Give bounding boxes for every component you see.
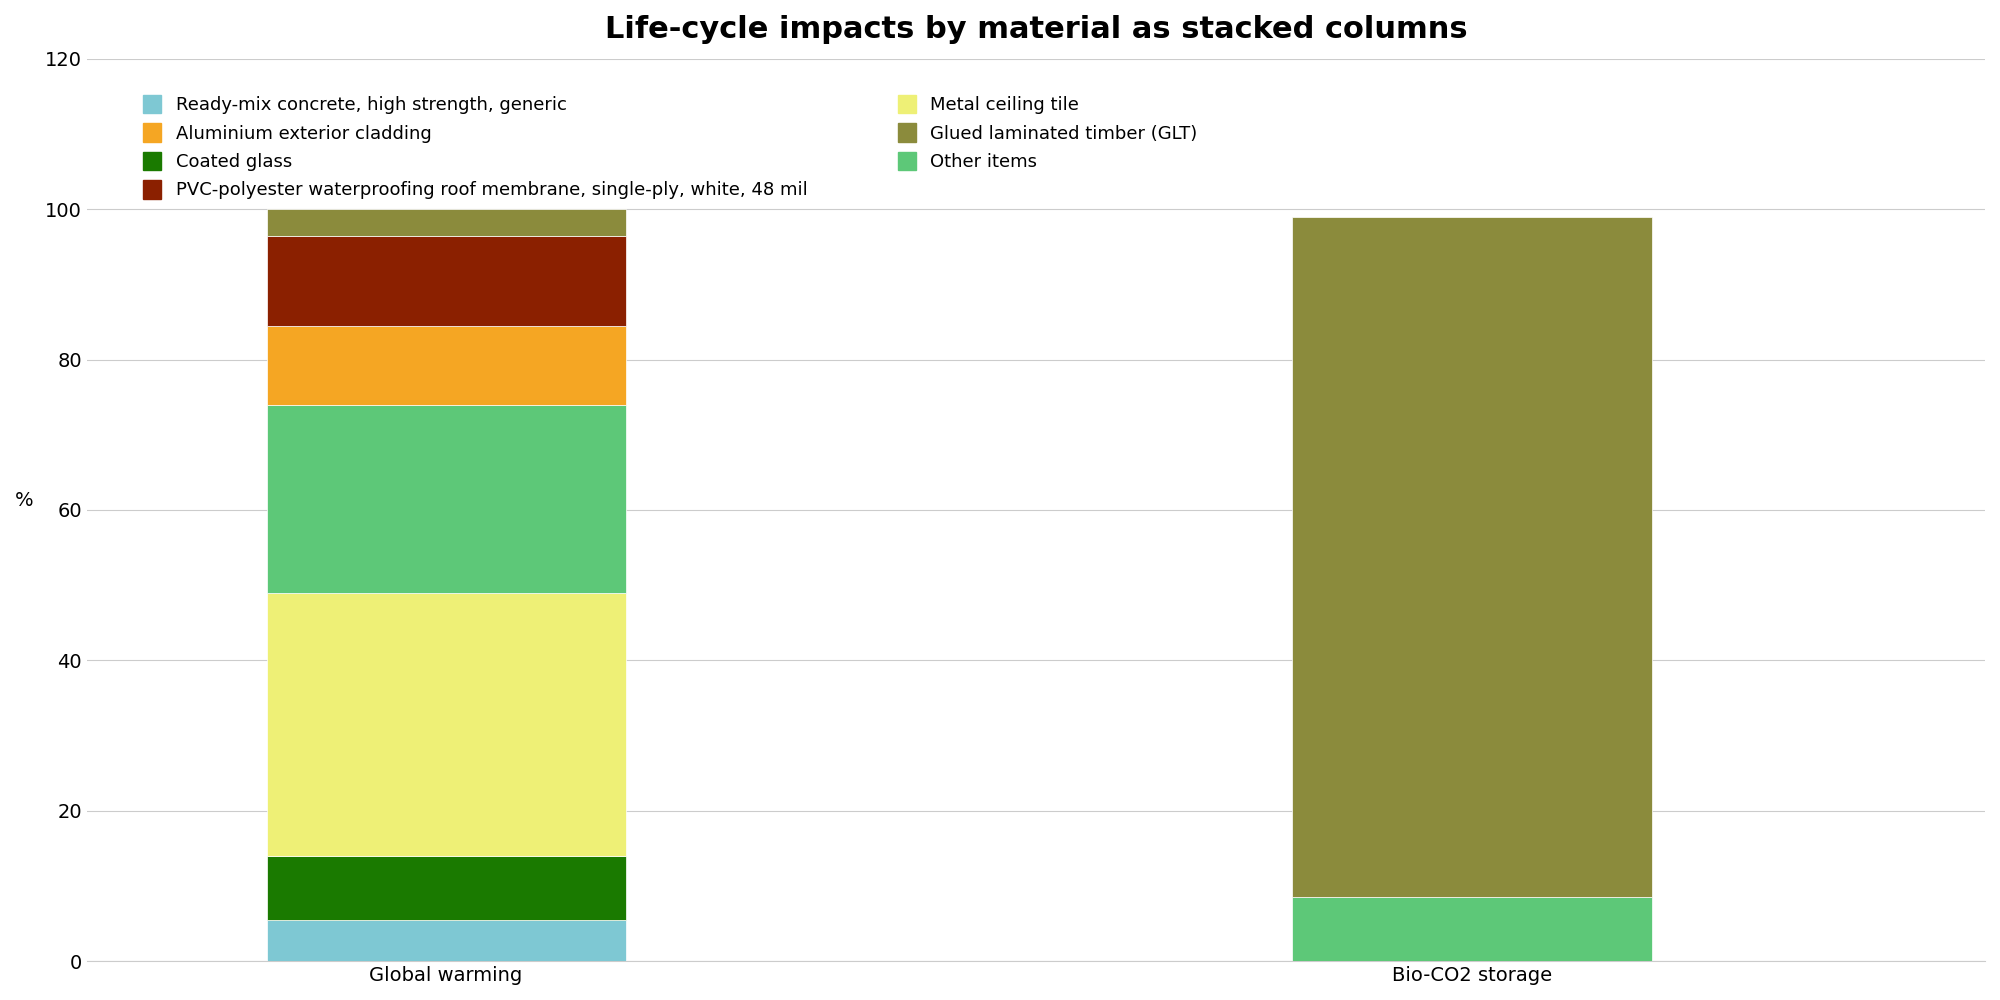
Bar <box>266 326 626 405</box>
Legend: Ready-mix concrete, high strength, generic, Aluminium exterior cladding, Coated : Ready-mix concrete, high strength, gener… <box>134 86 1206 208</box>
Bar <box>266 920 626 961</box>
Y-axis label: %: % <box>14 491 34 510</box>
Bar <box>266 405 626 593</box>
Bar <box>266 856 626 920</box>
Bar <box>1292 217 1652 897</box>
Bar <box>266 236 626 326</box>
Bar <box>266 209 626 236</box>
Title: Life-cycle impacts by material as stacked columns: Life-cycle impacts by material as stacke… <box>604 15 1468 44</box>
Bar <box>1292 897 1652 961</box>
Bar <box>266 593 626 856</box>
